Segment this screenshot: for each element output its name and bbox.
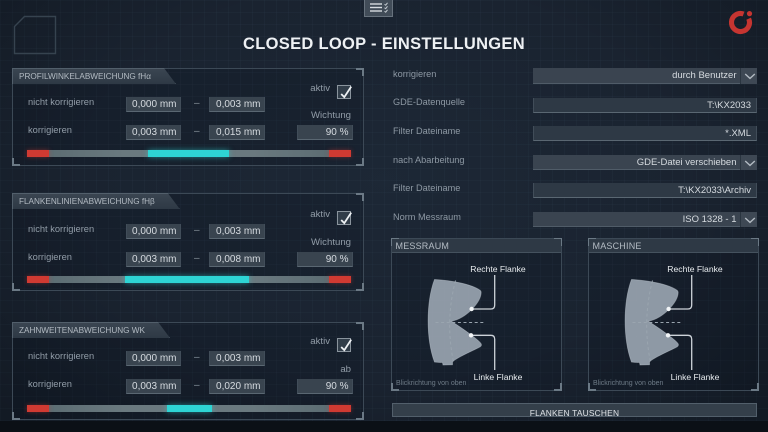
svg-text:Rechte Flanke: Rechte Flanke <box>667 264 723 274</box>
svg-text:Linke Flanke: Linke Flanke <box>474 372 523 382</box>
svg-text:Rechte Flanke: Rechte Flanke <box>470 264 526 274</box>
svg-text:Linke Flanke: Linke Flanke <box>671 372 720 382</box>
